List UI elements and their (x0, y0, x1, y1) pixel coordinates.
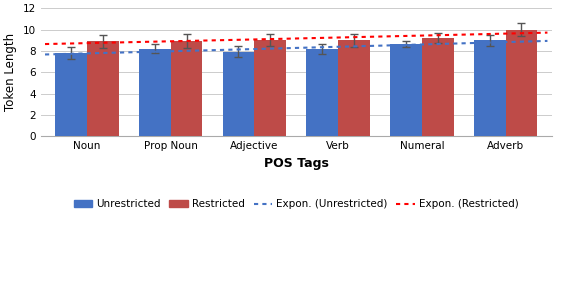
Bar (139, 49, 171, 136)
Legend: Unrestricted, Restricted, Expon. (Unrestricted), Expon. (Restricted): Unrestricted, Restricted, Expon. (Unrest… (69, 195, 523, 214)
Bar (55, 53, 87, 136)
X-axis label: POS Tags: POS Tags (264, 157, 329, 170)
Bar (306, 49, 338, 136)
Bar (338, 40, 370, 136)
Bar (422, 38, 453, 136)
Y-axis label: Token Length: Token Length (4, 33, 17, 111)
Bar (87, 41, 118, 136)
Bar (390, 44, 422, 136)
Bar (254, 40, 286, 136)
Bar (223, 52, 254, 136)
Bar (505, 29, 537, 136)
Bar (171, 41, 202, 136)
Bar (474, 40, 505, 136)
